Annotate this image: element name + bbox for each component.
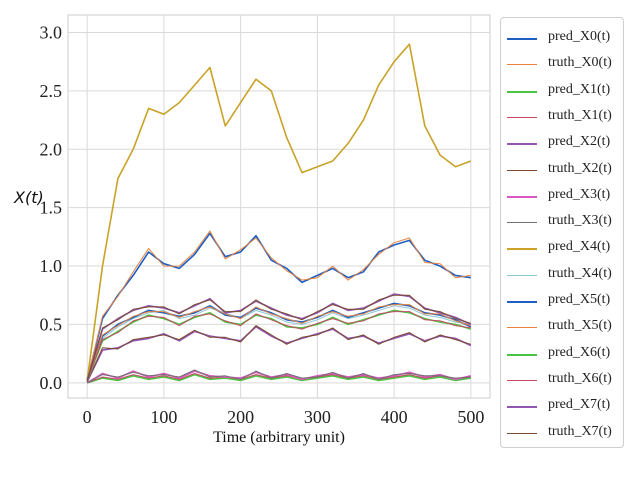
legend-item: truth_X2(t) — [501, 158, 623, 184]
legend-item: pred_X7(t) — [501, 394, 623, 420]
series-line-truth_X1(t) — [87, 373, 471, 384]
legend-label: truth_X3(t) — [548, 213, 612, 229]
legend-swatch — [507, 301, 537, 303]
legend-swatch — [507, 353, 537, 356]
x-axis-label: Time (arbitrary unit) — [213, 429, 345, 446]
legend-label: truth_X7(t) — [548, 423, 612, 439]
legend-swatch — [507, 169, 537, 171]
y-tick-label: 0.0 — [40, 373, 63, 393]
legend-swatch — [507, 248, 537, 251]
series-line-truth_X0(t) — [86, 230, 471, 381]
legend-label: truth_X1(t) — [548, 107, 612, 123]
legend-swatch — [507, 274, 537, 276]
legend-label: truth_X0(t) — [548, 55, 612, 71]
legend-label: pred_X2(t) — [548, 134, 611, 150]
series-layer — [86, 43, 472, 384]
legend-label: pred_X7(t) — [548, 397, 611, 413]
x-tick-label: 400 — [381, 407, 408, 427]
legend-swatch — [507, 195, 537, 198]
x-tick-label: 300 — [304, 407, 331, 427]
y-axis-ticks: 0.0 0.5 1.0 1.5 2.0 2.5 3.0 — [40, 23, 63, 393]
legend-label: truth_X6(t) — [548, 370, 612, 386]
series-line-pred_X4(t) — [86, 43, 472, 381]
legend-swatch — [507, 116, 537, 118]
legend-item: truth_X6(t) — [501, 368, 623, 394]
legend-item: pred_X6(t) — [501, 342, 623, 368]
legend-label: truth_X4(t) — [548, 265, 612, 281]
legend-item: pred_X0(t) — [501, 26, 623, 52]
grid — [68, 15, 490, 398]
legend-item: pred_X2(t) — [501, 131, 623, 157]
legend-item: truth_X7(t) — [501, 421, 623, 447]
series-line-truth_X3(t) — [86, 369, 471, 384]
legend-item: truth_X0(t) — [501, 52, 623, 78]
legend: pred_X0(t) truth_X0(t) pred_X1(t) truth_X1(… — [500, 17, 624, 448]
y-tick-label: 3.0 — [40, 23, 63, 43]
legend-item: truth_X1(t) — [501, 105, 623, 131]
legend-swatch — [507, 90, 537, 93]
y-tick-label: 2.0 — [40, 139, 63, 159]
legend-swatch — [507, 379, 537, 381]
series-line-truth_X6(t) — [86, 311, 471, 381]
legend-item: truth_X5(t) — [501, 315, 623, 341]
legend-swatch — [507, 432, 537, 434]
series-line-truth_X2(t) — [86, 325, 471, 382]
legend-item: pred_X4(t) — [501, 236, 623, 262]
legend-item: pred_X3(t) — [501, 184, 623, 210]
series-line-truth_X7(t) — [86, 294, 471, 381]
plot-area — [67, 14, 491, 399]
legend-swatch — [507, 64, 537, 66]
x-tick-label: 100 — [150, 407, 177, 427]
legend-label: pred_X0(t) — [548, 29, 611, 44]
y-tick-label: 1.5 — [40, 198, 63, 218]
legend-item: pred_X1(t) — [501, 79, 623, 105]
x-tick-label: 500 — [457, 407, 484, 427]
legend-label: pred_X3(t) — [548, 186, 611, 202]
legend-label: truth_X5(t) — [548, 318, 612, 334]
legend-item: pred_X5(t) — [501, 289, 623, 315]
y-tick-label: 0.5 — [40, 314, 63, 334]
legend-swatch — [507, 327, 537, 329]
legend-label: pred_X5(t) — [548, 292, 611, 307]
series-line-truth_X5(t) — [86, 304, 471, 381]
legend-swatch — [507, 38, 537, 40]
y-tick-label: 2.5 — [40, 81, 63, 101]
x-tick-label: 0 — [83, 407, 92, 427]
x-tick-label: 200 — [227, 407, 254, 427]
legend-label: pred_X6(t) — [548, 344, 611, 360]
y-tick-label: 1.0 — [40, 256, 63, 276]
legend-swatch — [507, 406, 537, 409]
legend-label: truth_X2(t) — [548, 160, 612, 176]
series-line-pred_X1(t) — [86, 373, 471, 384]
legend-swatch — [507, 143, 537, 146]
y-axis-label: X(t) — [13, 188, 44, 207]
x-axis-ticks: 0 100 200 300 400 500 — [83, 407, 485, 427]
legend-label: pred_X1(t) — [548, 81, 611, 97]
legend-label: pred_X4(t) — [548, 239, 611, 255]
series-line-truth_X4(t) — [86, 305, 471, 381]
legend-item: truth_X3(t) — [501, 210, 623, 236]
legend-item: truth_X4(t) — [501, 263, 623, 289]
legend-swatch — [507, 222, 537, 224]
